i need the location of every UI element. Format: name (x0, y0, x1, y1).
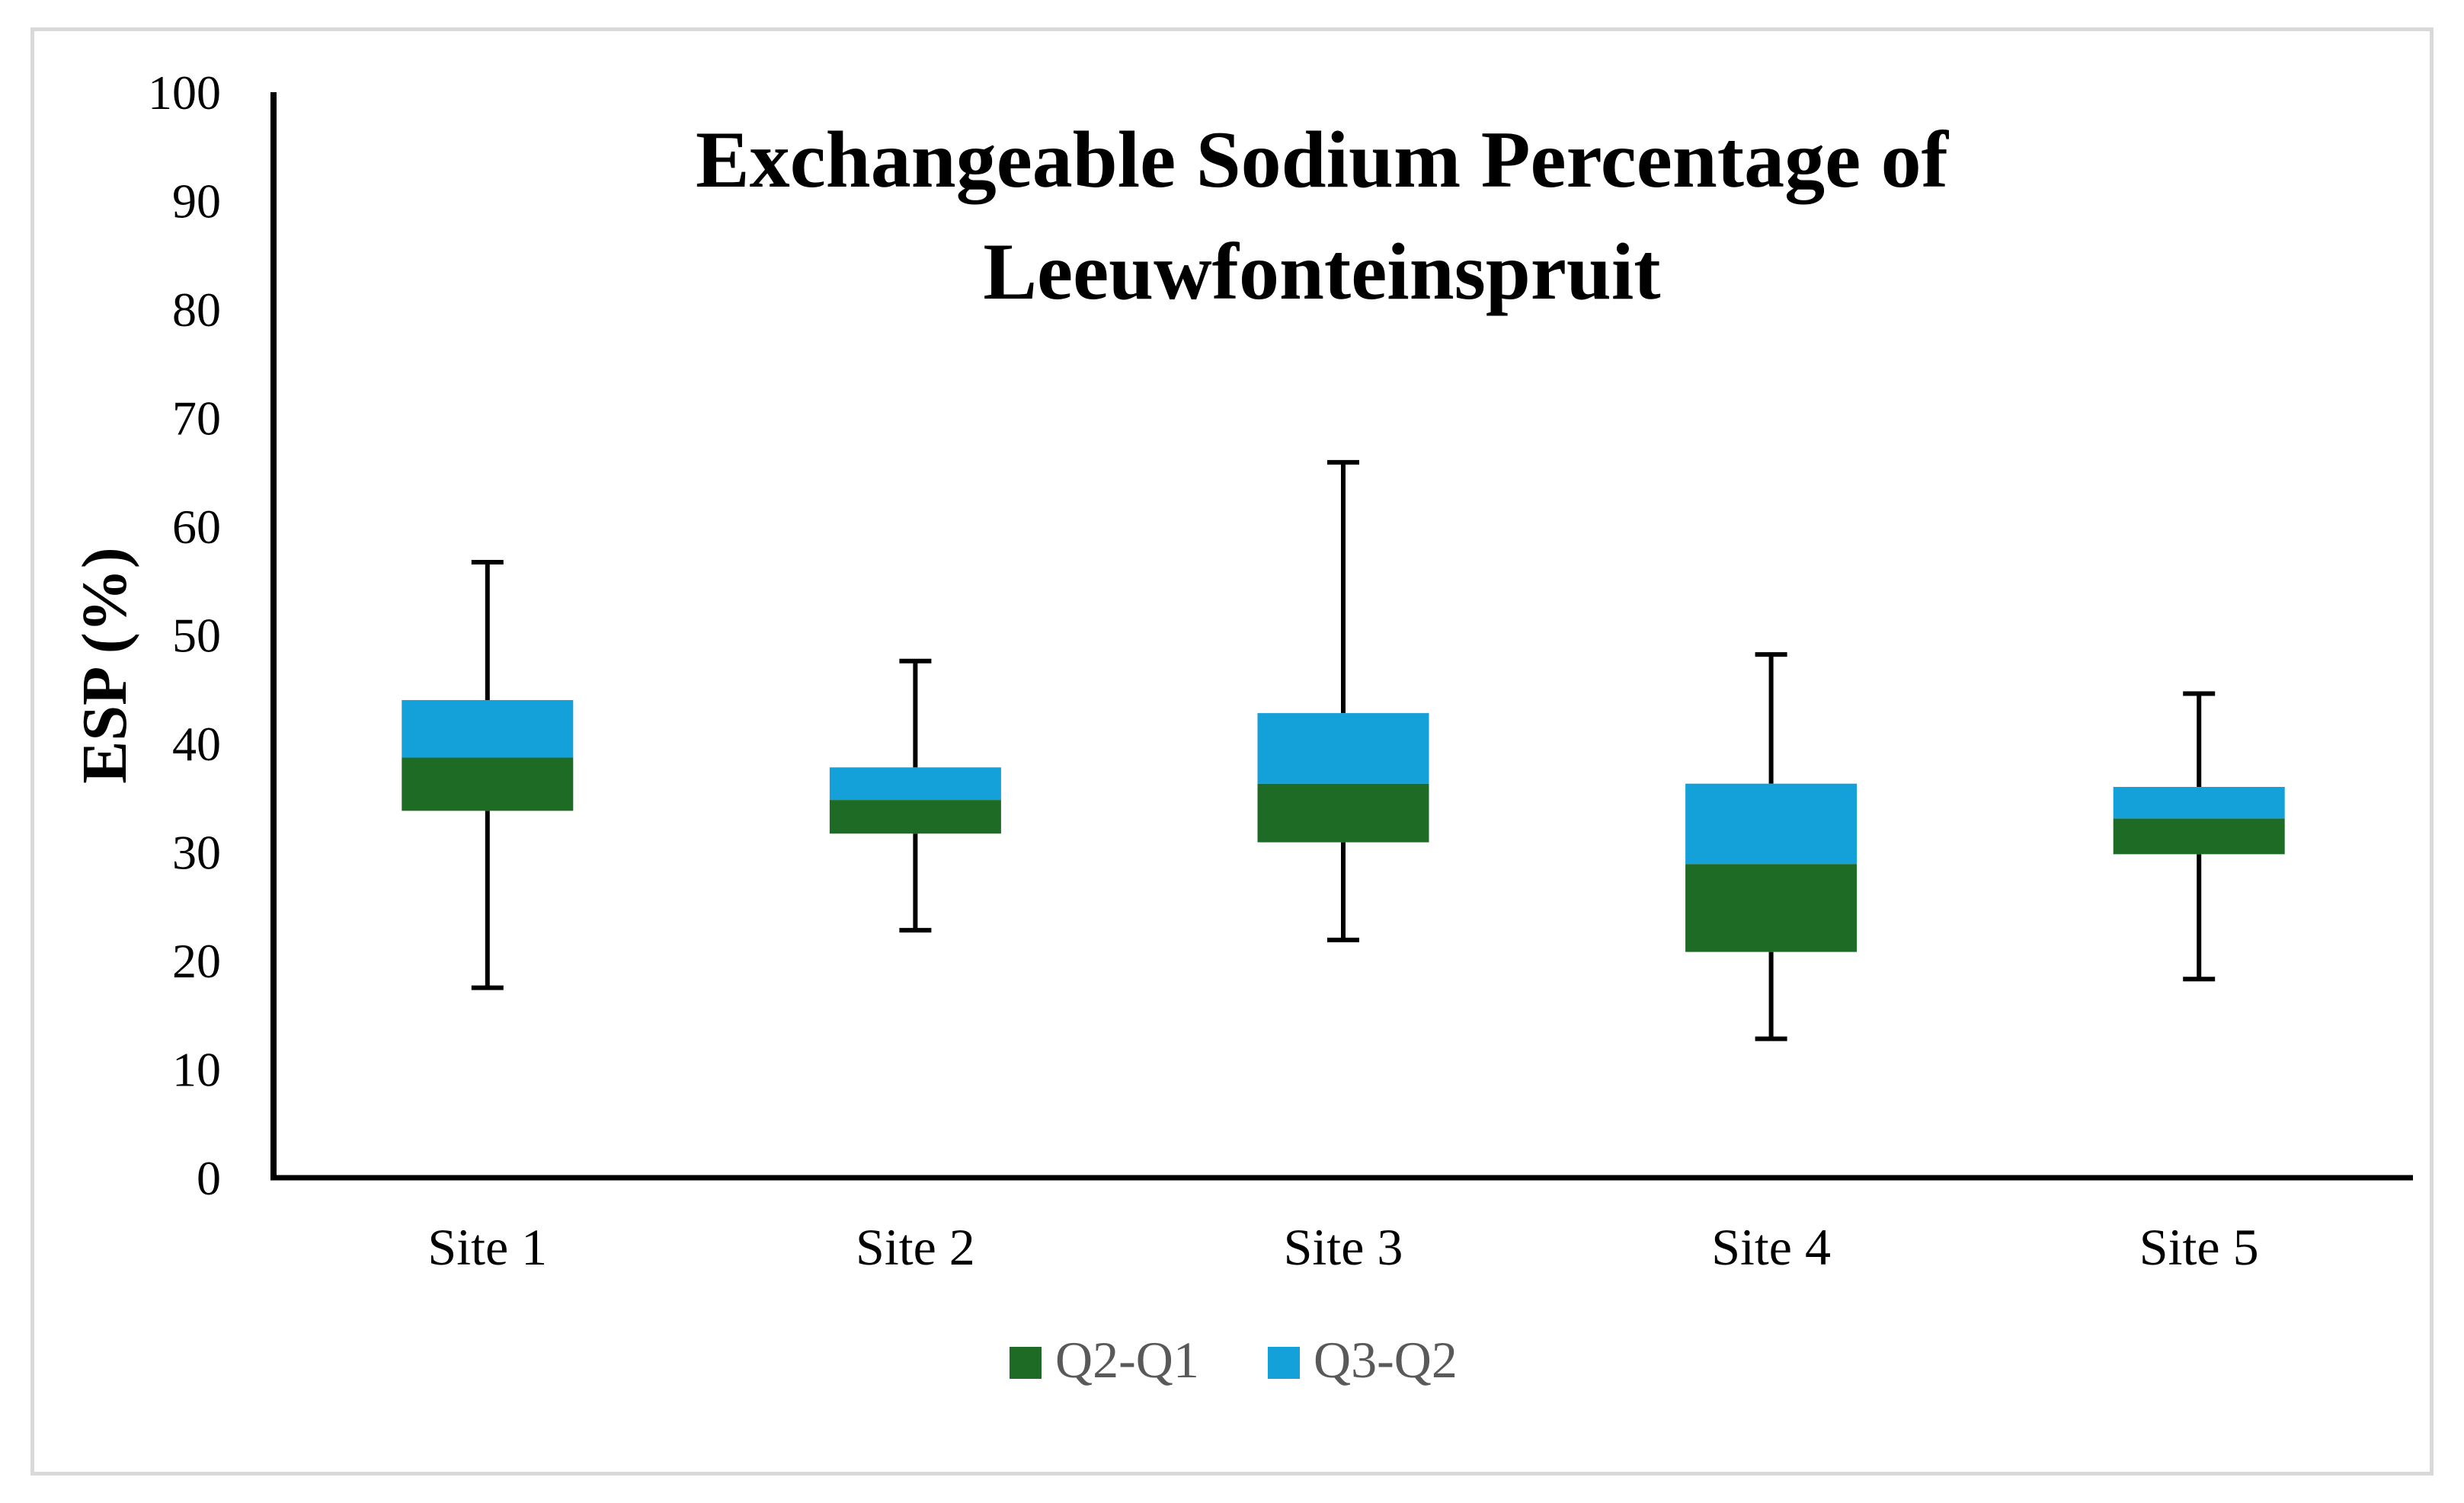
chart-title-line-2: Leeuwfonteinspruit (983, 227, 1660, 316)
y-tick-label-0: 0 (197, 1151, 221, 1205)
y-tick-label-80: 80 (172, 283, 221, 337)
site-1-q3-q2-box (402, 700, 574, 758)
site-4-q3-q2-box (1685, 783, 1858, 865)
x-tick-label-site-2: Site 2 (856, 1218, 975, 1276)
site-2-q3-q2-box (829, 767, 1001, 801)
y-axis-label: ESP (%) (69, 547, 140, 783)
chart-title-line-1: Exchangeable Sodium Percentage of (696, 115, 1950, 204)
y-tick-label-70: 70 (172, 392, 221, 446)
site-5-q3-q2-box (2113, 787, 2285, 819)
site-4-q2-q1-box (1685, 864, 1858, 952)
y-tick-label-30: 30 (172, 826, 221, 880)
site-5-q2-q1-box (2113, 818, 2285, 855)
legend-swatch-q2-q1 (1010, 1347, 1042, 1379)
legend-swatch-q3-q2 (1268, 1347, 1300, 1379)
legend-label-q3-q2: Q3-Q2 (1314, 1331, 1458, 1389)
y-tick-label-90: 90 (172, 174, 221, 229)
site-1-q2-q1-box (402, 757, 574, 811)
y-tick-label-40: 40 (172, 717, 221, 771)
y-tick-label-100: 100 (148, 66, 221, 120)
y-tick-label-50: 50 (172, 609, 221, 663)
x-tick-label-site-1: Site 1 (427, 1218, 547, 1276)
y-tick-label-60: 60 (172, 500, 221, 554)
site-2-q2-q1-box (829, 800, 1001, 834)
legend-label-q2-q1: Q2-Q1 (1055, 1331, 1199, 1389)
x-tick-label-site-4: Site 4 (1711, 1218, 1831, 1276)
site-3-q2-q1-box (1257, 783, 1429, 843)
y-tick-label-20: 20 (172, 934, 221, 988)
site-3-q3-q2-box (1257, 713, 1429, 784)
x-tick-label-site-3: Site 3 (1284, 1218, 1403, 1276)
y-tick-label-10: 10 (172, 1043, 221, 1097)
x-tick-label-site-5: Site 5 (2139, 1218, 2259, 1276)
